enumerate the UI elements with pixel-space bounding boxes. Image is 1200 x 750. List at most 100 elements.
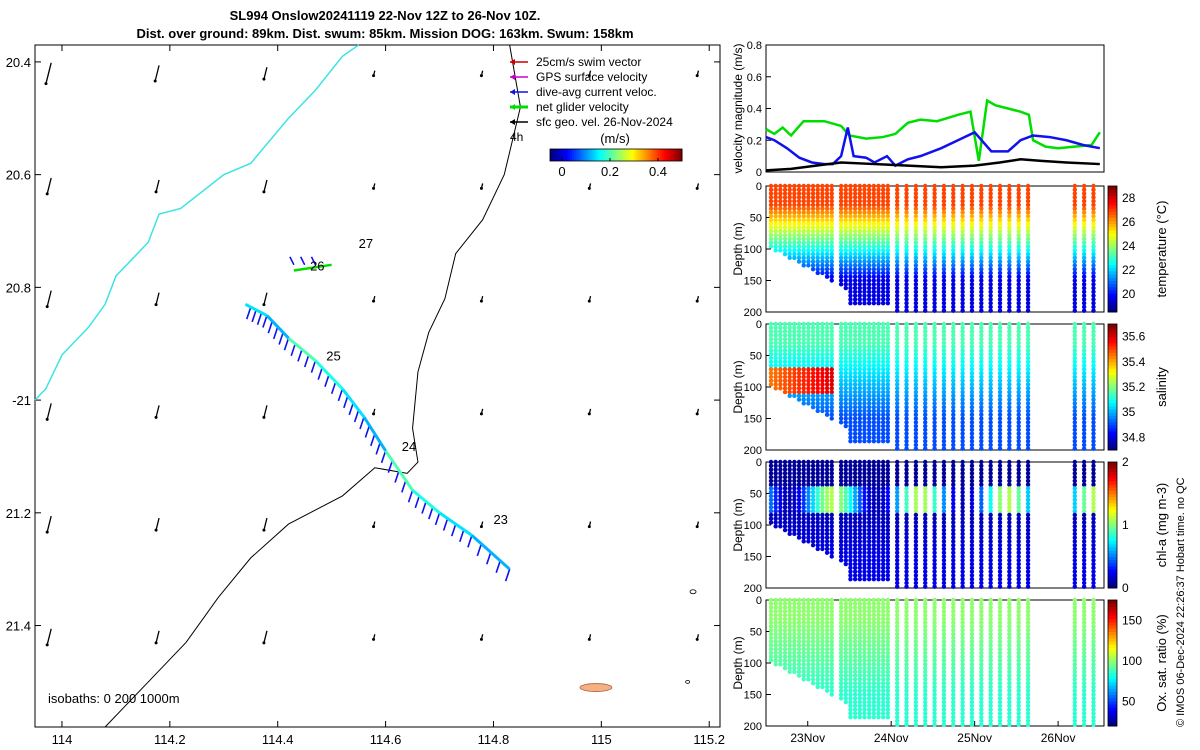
section-dot bbox=[1025, 565, 1031, 571]
section-dot bbox=[988, 393, 993, 399]
section-dot bbox=[913, 374, 919, 380]
section-dot bbox=[866, 558, 872, 563]
section-dot bbox=[801, 389, 806, 395]
section-colorbar-cell bbox=[1108, 220, 1117, 225]
section-dot bbox=[1007, 431, 1012, 436]
section-dot bbox=[848, 289, 853, 295]
section-dot bbox=[885, 688, 891, 693]
section-dot bbox=[796, 471, 802, 476]
section-dot bbox=[960, 359, 965, 364]
section-dot bbox=[969, 486, 975, 491]
section-dot bbox=[988, 340, 993, 346]
section-dot bbox=[969, 438, 975, 444]
section-dot bbox=[904, 524, 909, 529]
section-dot bbox=[894, 325, 900, 330]
section-dot bbox=[815, 601, 820, 606]
section-dot bbox=[773, 612, 778, 618]
section-dot bbox=[815, 404, 820, 410]
section-dot bbox=[792, 501, 797, 506]
section-dot bbox=[885, 714, 891, 720]
section-dot bbox=[894, 412, 900, 417]
section-dot bbox=[871, 605, 877, 610]
section-dot bbox=[857, 639, 863, 644]
section-dot bbox=[880, 416, 886, 421]
section-dot bbox=[951, 289, 956, 295]
section-dot bbox=[1007, 524, 1012, 529]
section-dot bbox=[960, 278, 965, 283]
section-dot bbox=[894, 266, 900, 272]
section-dot bbox=[885, 597, 891, 603]
section-dot bbox=[1016, 404, 1021, 410]
section-dot bbox=[796, 597, 802, 603]
section-dot bbox=[778, 474, 783, 480]
section-dot bbox=[1025, 497, 1031, 502]
section-dot bbox=[1091, 423, 1096, 429]
section-dot bbox=[829, 688, 834, 693]
section-dot bbox=[913, 423, 919, 429]
section-dot bbox=[796, 336, 802, 342]
section-dot bbox=[960, 554, 965, 559]
section-dot bbox=[979, 191, 984, 196]
section-dot bbox=[880, 397, 886, 402]
section-dot bbox=[1025, 263, 1031, 268]
section-dot bbox=[932, 397, 937, 402]
section-dot bbox=[932, 300, 937, 306]
section-dot bbox=[997, 355, 1003, 361]
section-dot bbox=[894, 718, 900, 724]
section-dot bbox=[806, 382, 811, 387]
section-dot bbox=[932, 359, 937, 364]
section-dot bbox=[1081, 423, 1087, 429]
section-dot bbox=[1081, 584, 1087, 589]
section-dot bbox=[941, 278, 947, 283]
section-dot bbox=[894, 639, 900, 644]
section-dot bbox=[778, 321, 783, 327]
section-dot bbox=[997, 336, 1003, 342]
section-dot bbox=[988, 493, 993, 499]
section-dot bbox=[820, 539, 825, 544]
section-dot bbox=[871, 336, 877, 342]
section-dot bbox=[894, 278, 900, 283]
section-dot bbox=[969, 240, 975, 245]
section-dot bbox=[997, 348, 1003, 353]
section-dot bbox=[862, 187, 867, 192]
section-dot bbox=[1091, 198, 1096, 204]
dive-avg-current-vector bbox=[394, 470, 400, 483]
section-dot bbox=[923, 508, 928, 514]
section-dot bbox=[969, 282, 975, 287]
dive-avg-current-vector bbox=[364, 425, 371, 438]
section-dot bbox=[988, 389, 993, 395]
section-dot bbox=[951, 340, 956, 346]
section-dot bbox=[806, 497, 811, 502]
section-dot bbox=[876, 643, 881, 648]
section-dot bbox=[894, 374, 900, 380]
section-dot bbox=[923, 217, 928, 223]
section-dot bbox=[913, 340, 919, 346]
section-dot bbox=[829, 404, 834, 410]
section-dot bbox=[904, 684, 909, 690]
section-dot bbox=[815, 539, 820, 544]
section-dot bbox=[857, 535, 863, 540]
section-dot bbox=[768, 191, 774, 196]
section-dot bbox=[866, 646, 872, 652]
section-dot bbox=[848, 420, 853, 425]
section-dot bbox=[988, 565, 993, 571]
section-dot bbox=[862, 512, 867, 518]
section-dot bbox=[824, 393, 830, 399]
section-dot bbox=[810, 198, 816, 204]
section-dot bbox=[880, 680, 886, 686]
section-dot bbox=[1025, 412, 1031, 417]
section-dot bbox=[885, 225, 891, 230]
section-dot bbox=[894, 408, 900, 414]
section-colorbar-tick-label: 35 bbox=[1122, 405, 1136, 419]
section-dot bbox=[1025, 195, 1031, 200]
section-dot bbox=[768, 240, 774, 245]
section-dot bbox=[810, 348, 816, 353]
geo-velocity-arrowhead bbox=[695, 74, 699, 78]
section-dot bbox=[782, 497, 788, 502]
section-dot bbox=[923, 520, 928, 525]
section-dot bbox=[815, 210, 820, 215]
section-dot bbox=[876, 198, 881, 204]
section-dot bbox=[894, 680, 900, 686]
section-dot bbox=[885, 221, 891, 226]
section-dot bbox=[852, 370, 858, 376]
